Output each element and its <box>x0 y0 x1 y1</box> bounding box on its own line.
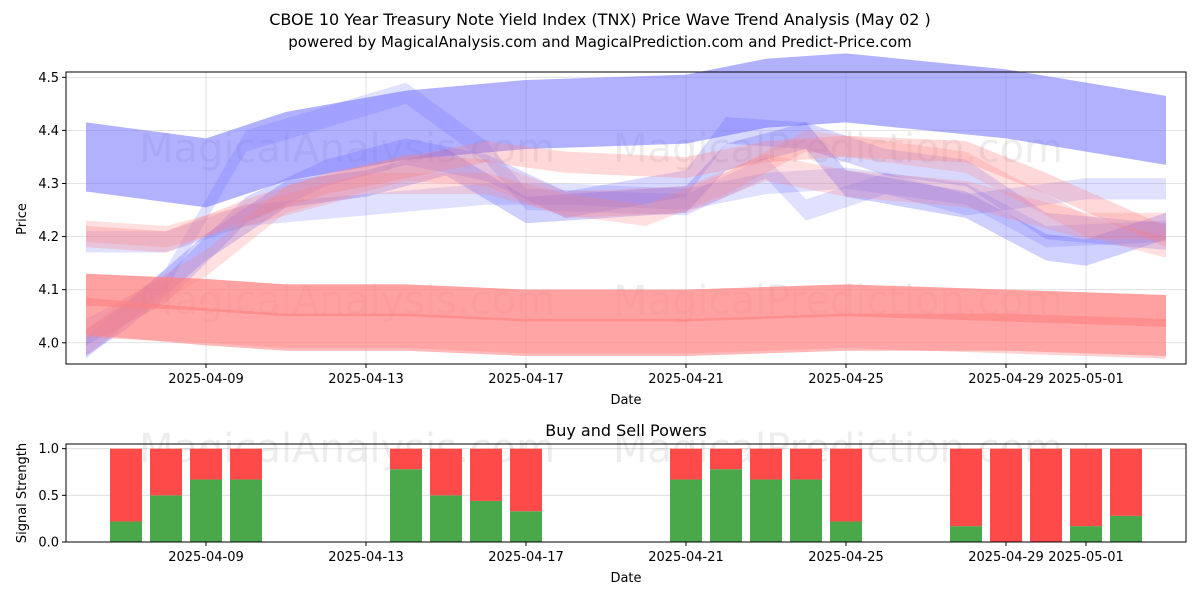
top-y-tick-label: 4.3 <box>38 177 59 192</box>
top-y-tick-label: 4.4 <box>38 124 59 139</box>
buy-bar <box>390 469 422 542</box>
bottom-x-tick-label: 2025-04-29 <box>968 550 1044 565</box>
top-y-tick-label: 4.0 <box>38 336 59 351</box>
buy-bar <box>670 479 702 542</box>
bottom-x-tick-label: 2025-05-01 <box>1048 550 1124 565</box>
top-x-tick-label: 2025-05-01 <box>1048 372 1124 387</box>
bottom-y-tick-label: 0.5 <box>38 489 59 504</box>
sell-bar <box>1030 448 1062 542</box>
sell-bar <box>1110 448 1142 516</box>
top-x-tick-label: 2025-04-13 <box>328 372 404 387</box>
bottom-x-axis-label: Date <box>610 571 641 586</box>
bottom-y-axis-label: Signal Strength <box>15 443 30 543</box>
top-x-axis-label: Date <box>610 393 641 408</box>
price-wave-panel: MagicalAnalysis.comMagicalPrediction.com… <box>15 53 1187 408</box>
sell-bar <box>230 448 262 480</box>
buy-bar <box>830 521 862 542</box>
wave-band-blue-wave-b <box>86 117 1166 346</box>
bottom-y-tick-label: 0.0 <box>38 536 59 551</box>
top-y-tick-label: 4.2 <box>38 230 59 245</box>
wave-band-blue-wave-d <box>86 167 1166 253</box>
sell-bar <box>150 448 182 496</box>
buy-bar <box>510 511 542 542</box>
buy-bar <box>150 495 182 542</box>
top-x-tick-label: 2025-04-25 <box>808 372 884 387</box>
sell-bar <box>110 448 142 522</box>
sell-bar <box>790 448 822 480</box>
sell-bar <box>1070 448 1102 527</box>
sell-bar <box>950 448 982 527</box>
top-y-tick-label: 4.5 <box>38 71 59 86</box>
top-x-ticks: 2025-04-09 2025-04-13 2025-04-17 2025-04-21… <box>168 364 1124 387</box>
wave-band-red-wave-c <box>86 154 1166 357</box>
wave-band-red-band-wide <box>86 273 1166 359</box>
sell-bar <box>470 448 502 501</box>
top-x-tick-label: 2025-04-29 <box>968 372 1044 387</box>
buy-bar <box>950 526 982 542</box>
bottom-y-ticks: 0.0 0.5 1.0 <box>38 442 66 551</box>
sell-bar <box>830 448 862 522</box>
wave-band-red-band-lower <box>86 297 1166 357</box>
top-x-tick-label: 2025-04-21 <box>648 372 724 387</box>
sell-bar <box>190 448 222 480</box>
sell-bar <box>390 448 422 470</box>
wave-band-red-wave-a <box>86 135 1166 253</box>
buy-bar <box>710 469 742 542</box>
buy-bar <box>750 479 782 542</box>
buy-bar <box>110 521 142 542</box>
sell-bar <box>430 448 462 496</box>
buy-bar <box>790 479 822 542</box>
bottom-x-tick-label: 2025-04-21 <box>648 550 724 565</box>
bottom-x-tick-label: 2025-04-09 <box>168 550 244 565</box>
bottom-plot-frame <box>65 443 1187 543</box>
top-y-ticks: 4.0 4.1 4.2 4.3 4.4 4.5 <box>38 71 66 351</box>
bottom-x-ticks: 2025-04-09 2025-04-13 2025-04-17 2025-04-21… <box>168 542 1124 565</box>
wave-band-blue-wave-mid <box>86 122 1166 357</box>
top-series <box>86 53 1166 359</box>
bottom-x-tick-label: 2025-04-25 <box>808 550 884 565</box>
buy-bar <box>190 479 222 542</box>
sell-bar <box>710 448 742 470</box>
bottom-x-tick-label: 2025-04-13 <box>328 550 404 565</box>
sell-bar <box>670 448 702 480</box>
top-x-tick-label: 2025-04-17 <box>488 372 564 387</box>
top-plot-frame <box>65 71 1187 365</box>
sell-bar <box>750 448 782 480</box>
sell-bar <box>990 448 1022 542</box>
bottom-chart-title: Buy and Sell Powers <box>545 421 707 440</box>
buy-sell-panel: Buy and Sell Powers MagicalAnalysis.comM… <box>15 421 1187 586</box>
sell-bar <box>510 448 542 512</box>
buy-bar <box>1110 515 1142 542</box>
chart-subtitle: powered by MagicalAnalysis.com and Magic… <box>288 33 912 51</box>
wave-band-blue-wave-upper <box>86 53 1166 208</box>
bottom-x-tick-label: 2025-04-17 <box>488 550 564 565</box>
top-y-tick-label: 4.1 <box>38 283 59 298</box>
buy-bar <box>470 500 502 542</box>
buy-bar <box>1070 526 1102 542</box>
top-y-axis-label: Price <box>15 203 30 235</box>
buy-bar <box>430 495 462 542</box>
bottom-y-tick-label: 1.0 <box>38 442 59 457</box>
top-x-tick-label: 2025-04-09 <box>168 372 244 387</box>
buy-bar <box>230 479 262 542</box>
bottom-bars <box>110 448 1142 542</box>
wave-band-red-wave-b <box>86 130 1166 258</box>
chart-title: CBOE 10 Year Treasury Note Yield Index (… <box>269 10 931 29</box>
